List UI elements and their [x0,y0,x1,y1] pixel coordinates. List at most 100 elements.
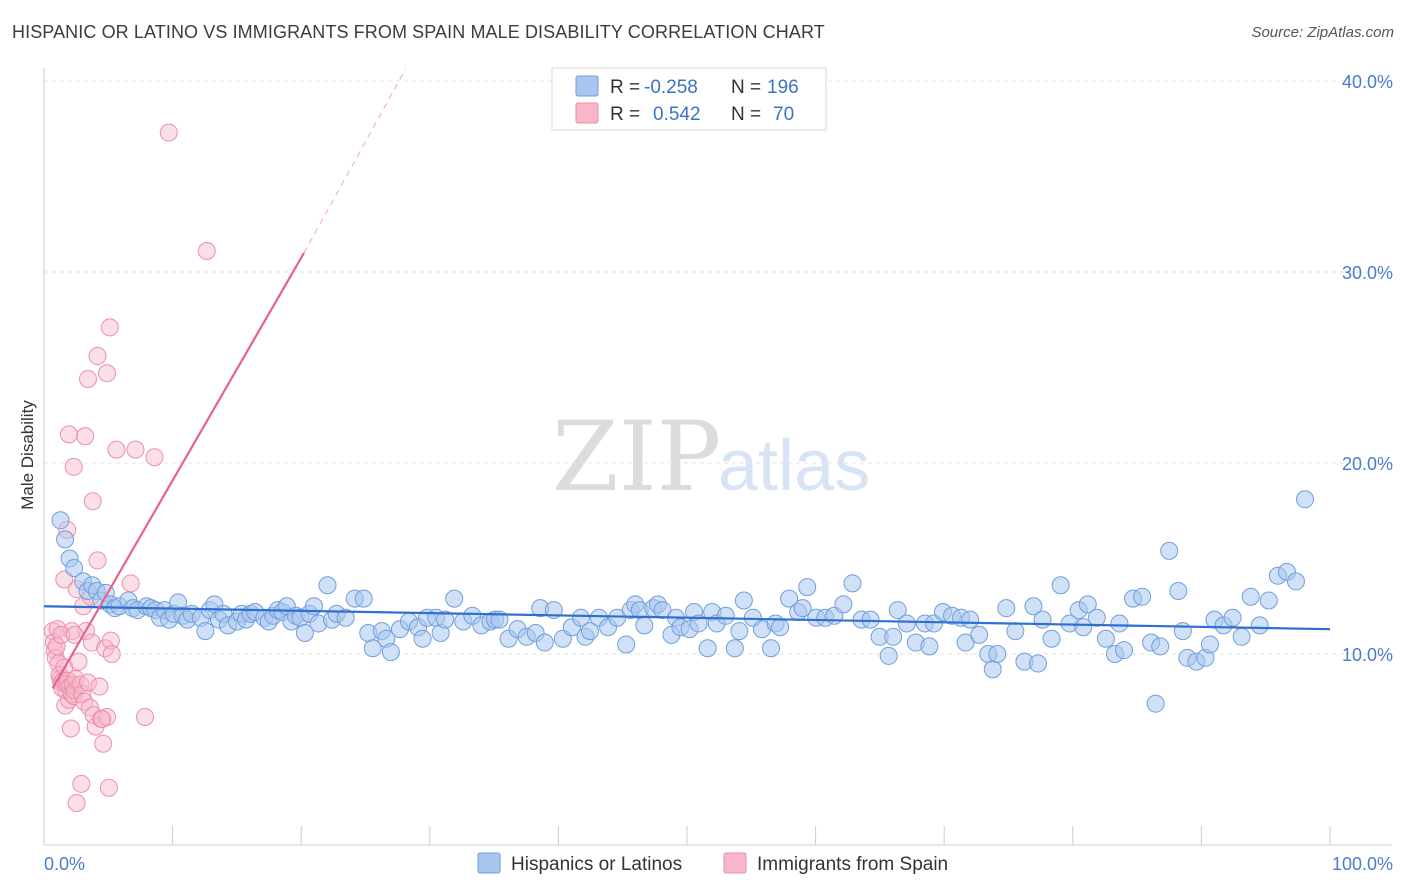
hispanic-point [1146,694,1165,713]
spain-point [69,652,88,671]
hispanic-point [843,574,862,593]
legend-box: R = -0.258 N = 196 R = 0.542 N = 70 [551,67,827,131]
hispanic-point [983,660,1002,679]
hispanic-point [436,610,455,629]
hispanic-point [1169,581,1188,600]
spain-point [159,123,178,142]
hispanic-point [571,608,590,627]
spain-point [99,778,118,797]
spain-point [67,793,86,812]
hispanic-point [1087,608,1106,627]
hispanic-point [1110,614,1129,633]
bottom-legend-swatch-blue [477,852,501,874]
hispanic-point [1042,629,1061,648]
hispanic-point [381,643,400,662]
y-tick-label-10: 10.0% [1342,645,1393,665]
x-tick-label-min: 0.0% [44,854,85,874]
hispanic-point [653,601,672,620]
legend-swatch-blue [575,75,599,97]
hispanic-point [580,622,599,641]
spain-point [107,440,126,459]
legend-r-value-1: -0.258 [644,77,698,98]
spain-point [76,427,95,446]
hispanic-point [884,627,903,646]
legend-r-value-2: 0.542 [653,104,701,125]
hispanic-point [689,614,708,633]
spain-point [88,347,107,366]
hispanic-point [730,622,749,641]
chart-source: Source: ZipAtlas.com [1251,24,1394,41]
spain-point [79,673,97,692]
hispanic-point [734,591,753,610]
spain-point [101,631,120,650]
hispanic-point [698,639,717,658]
hispanic-point [956,633,975,652]
spain-point [83,492,102,511]
trend-lines [43,68,1331,689]
hispanic-point [1096,629,1115,648]
legend-n-value-2: 70 [773,104,794,125]
legend-n-label-1: N = [731,77,761,98]
hispanic-point [970,625,989,644]
hispanic-point [1074,618,1093,637]
legend-r-label-2: R = [610,104,640,125]
gridlines [44,80,1392,655]
hispanic-point [834,595,853,614]
hispanic-point [617,635,636,654]
hispanic-point [1051,576,1070,595]
spain-point [82,633,101,652]
hispanic-point [920,637,939,656]
spain-point [73,685,92,704]
hispanic-points [51,490,1314,713]
hispanic-point [1241,587,1260,606]
spain-point [88,551,107,570]
hispanic-point [988,645,1007,663]
hispanic-point [1173,622,1192,641]
hispanic-point [961,610,980,629]
hispanic-point [716,606,735,625]
y-tick-label-40: 40.0% [1342,72,1393,92]
spain-point [72,774,91,793]
spain-point [136,708,154,727]
spain-point [94,734,113,753]
y-axis-label: Male Disability [18,400,37,510]
hispanic-point [798,578,817,597]
spain-point [93,709,112,728]
spain-point [61,719,80,738]
hispanic-point [1200,635,1219,654]
axes [43,68,1392,846]
legend-n-label-2: N = [731,104,761,125]
hispanic-point [762,639,781,658]
bottom-legend-label-pink: Immigrants from Spain [757,854,948,875]
spain-point [64,457,83,476]
spain-point [197,241,216,260]
spain-point [79,369,97,388]
hispanic-point [363,639,382,658]
tick-labels: 10.0% 20.0% 30.0% 40.0% 0.0% 100.0% [44,72,1393,874]
spain-trend-extension [303,68,407,254]
hispanic-point [1223,608,1242,627]
spain-point [60,425,78,444]
hispanic-point [196,622,215,641]
hispanic-point [354,589,373,608]
x-tick-label-max: 100.0% [1332,854,1393,874]
bottom-legend: Hispanics or Latinos Immigrants from Spa… [477,852,948,875]
hispanic-point [318,576,337,595]
hispanic-point [1232,627,1251,646]
hispanic-point [1024,597,1043,616]
chart-title: HISPANIC OR LATINO VS IMMIGRANTS FROM SP… [12,22,825,42]
hispanic-point [861,610,880,629]
hispanic-point [997,599,1016,618]
spain-point [98,364,116,383]
legend-r-label-1: R = [610,77,640,98]
watermark-zip: ZIP [552,401,721,513]
spain-point [126,440,145,459]
hispanic-point [1033,610,1052,629]
hispanic-point [1286,572,1305,591]
y-tick-label-20: 20.0% [1342,454,1393,474]
hispanic-point [793,599,812,618]
bottom-legend-label-blue: Hispanics or Latinos [511,854,682,875]
hispanic-point [445,589,464,608]
y-tick-label-30: 30.0% [1342,263,1393,283]
